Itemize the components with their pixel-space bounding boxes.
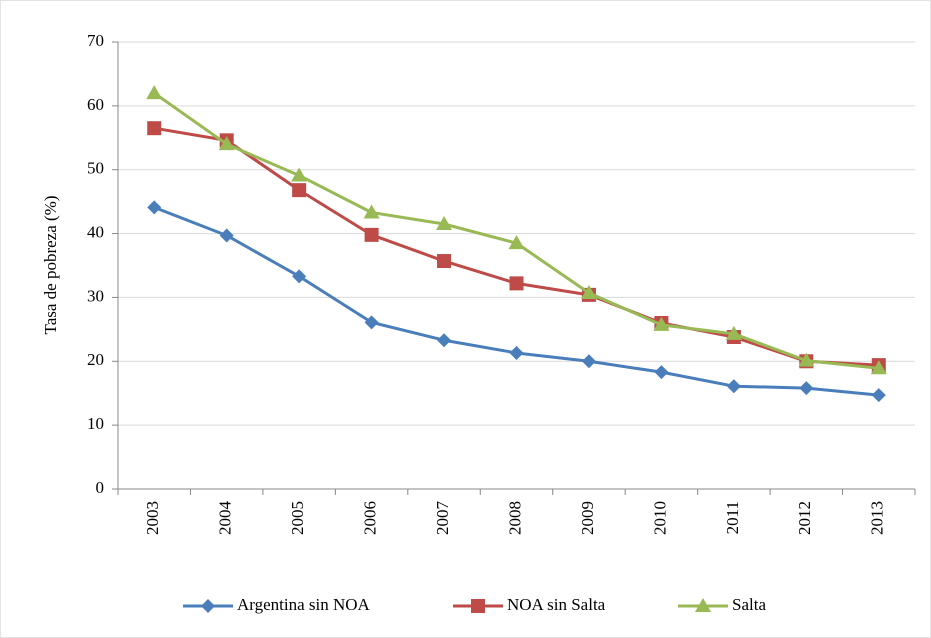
point [364,227,379,242]
point [581,354,596,369]
y-tick-label: 10 [87,414,104,433]
point [291,167,308,182]
point [436,215,453,230]
point [726,379,741,394]
point [509,276,524,291]
y-tick-label: 40 [87,222,104,241]
point [654,365,669,380]
legend-label: NOA sin Salta [507,595,606,614]
point [219,228,234,243]
x-tick-label: 2013 [868,501,887,535]
legend-label: Argentina sin NOA [237,595,371,614]
y-tick-label: 70 [87,31,104,50]
x-tick-label: 2007 [433,501,452,536]
point [292,183,307,198]
point [871,388,886,403]
legend-marker [471,599,485,613]
point [364,315,379,330]
x-tick-label: 2005 [288,501,307,535]
point [292,269,307,284]
y-tick-label: 50 [87,159,104,178]
point [799,381,814,396]
point [147,121,162,136]
point [437,333,452,348]
x-tick-label: 2008 [505,501,524,535]
point [218,136,235,151]
point [437,254,452,269]
point [508,235,525,250]
point [870,360,887,375]
legend-marker [695,598,711,612]
y-tick-label: 0 [96,478,105,497]
point [798,352,815,367]
x-tick-label: 2011 [723,501,742,534]
y-tick-label: 30 [87,286,104,305]
point [653,316,670,331]
y-axis-label: Tasa de pobreza (%) [41,196,60,335]
point [509,345,524,360]
point [363,204,380,219]
x-tick-label: 2006 [360,501,379,535]
legend-label: Salta [732,595,766,614]
point [147,200,162,215]
y-tick-label: 60 [87,95,104,114]
x-tick-label: 2012 [795,501,814,535]
y-tick-label: 20 [87,350,104,369]
x-tick-label: 2003 [143,501,162,535]
point [725,325,742,340]
x-tick-label: 2009 [578,501,597,535]
legend-marker [201,599,215,613]
point [580,284,597,299]
x-tick-label: 2010 [650,501,669,535]
point [146,85,163,100]
x-tick-label: 2004 [216,501,235,536]
